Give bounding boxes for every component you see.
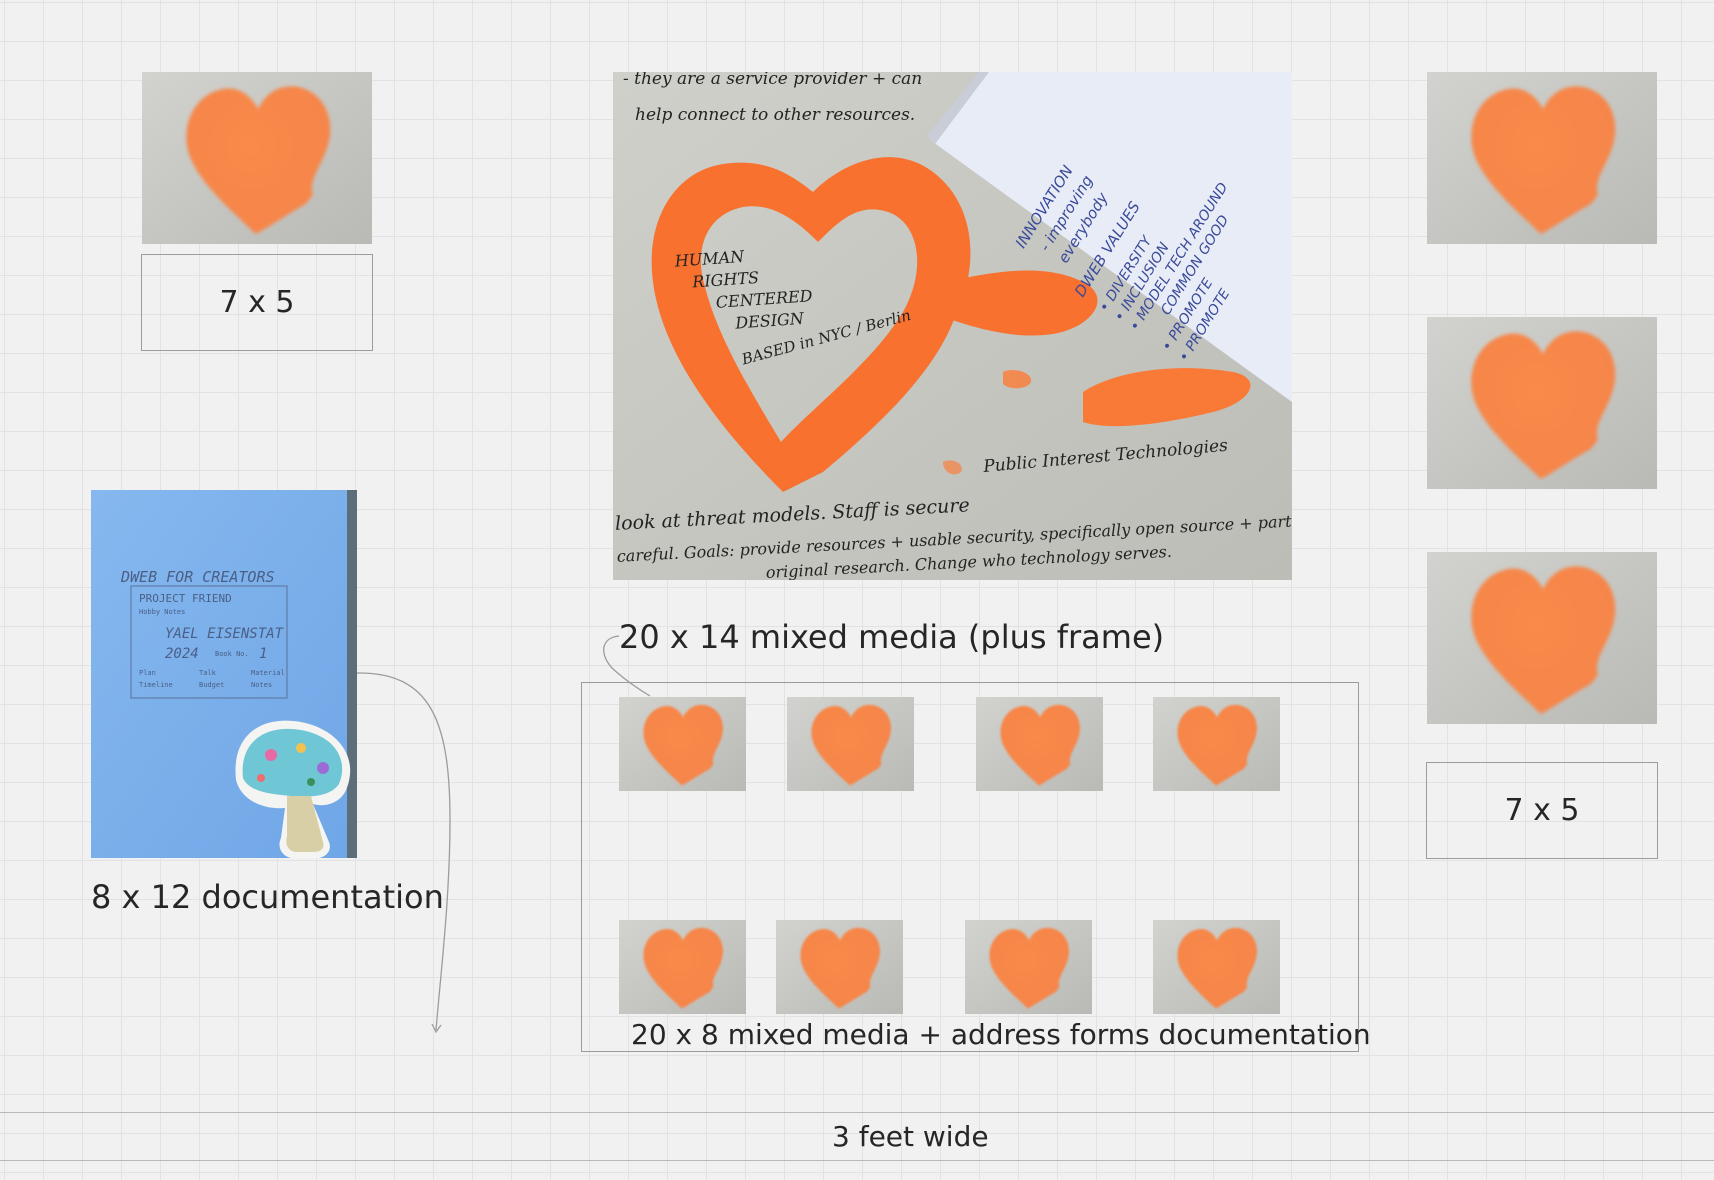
- wall-line-top: [0, 1112, 1714, 1113]
- heart-photo-right-3[interactable]: [1427, 552, 1657, 724]
- doc-field-material: Material: [251, 669, 285, 677]
- doc-year-value: 2024: [165, 646, 199, 662]
- note-top-line-1: - they are a service provider + can: [623, 72, 922, 89]
- heart-photo-right-2[interactable]: [1427, 317, 1657, 489]
- wall-line-bottom: [0, 1160, 1714, 1161]
- grid-heart-7[interactable]: [965, 920, 1092, 1014]
- grid-heart-5[interactable]: [619, 920, 746, 1014]
- doc-sub2: Hobby Notes: [139, 608, 185, 616]
- size-box-right[interactable]: 7 x 5: [1426, 762, 1658, 859]
- grid-heart-4[interactable]: [1153, 697, 1280, 791]
- size-label-right: 7 x 5: [1504, 793, 1580, 828]
- mushroom-sticker-icon: [235, 720, 351, 858]
- doc-title: DWEB FOR CREATORS: [120, 568, 275, 586]
- grid-heart-8[interactable]: [1153, 920, 1280, 1014]
- doc-field-notes: Notes: [251, 681, 272, 689]
- main-mixed-media-photo[interactable]: - they are a service provider + can help…: [613, 72, 1292, 580]
- wall-width-label[interactable]: 3 feet wide: [832, 1120, 989, 1153]
- doc-field-talk: Talk: [199, 669, 217, 677]
- doc-field-plan: Plan: [139, 669, 156, 677]
- doc-book-label: Book No.: [215, 650, 249, 658]
- grid-heart-2[interactable]: [787, 697, 914, 791]
- heart-text-2: RIGHTS: [691, 268, 760, 292]
- hearts-grid-frame[interactable]: [581, 682, 1359, 1052]
- size-box-top-left[interactable]: 7 x 5: [141, 254, 373, 351]
- doc-book-value: 1: [259, 646, 267, 662]
- grid-heart-6[interactable]: [776, 920, 903, 1014]
- note-top-line-2: help connect to other resources.: [635, 105, 915, 125]
- grid-caption[interactable]: 20 x 8 mixed media + address forms docum…: [631, 1018, 1371, 1051]
- doc-field-timeline: Timeline: [139, 681, 173, 689]
- size-label-top-left: 7 x 5: [219, 285, 295, 320]
- doc-field-budget: Budget: [199, 681, 224, 689]
- heart-text-4: DESIGN: [734, 309, 806, 333]
- doc-subtitle: PROJECT FRIEND: [139, 592, 232, 605]
- heart-photo-right-1[interactable]: [1427, 72, 1657, 244]
- documentation-card-photo[interactable]: DWEB FOR CREATORS PROJECT FRIEND Hobby N…: [91, 490, 357, 858]
- documentation-caption[interactable]: 8 x 12 documentation: [91, 878, 444, 916]
- heart-photo-top-left[interactable]: [142, 72, 372, 244]
- grid-heart-3[interactable]: [976, 697, 1103, 791]
- doc-name-value: YAEL EISENSTAT: [165, 626, 285, 642]
- grid-heart-1[interactable]: [619, 697, 746, 791]
- main-caption[interactable]: 20 x 14 mixed media (plus frame): [619, 618, 1165, 656]
- heart-text-1: HUMAN: [673, 247, 746, 271]
